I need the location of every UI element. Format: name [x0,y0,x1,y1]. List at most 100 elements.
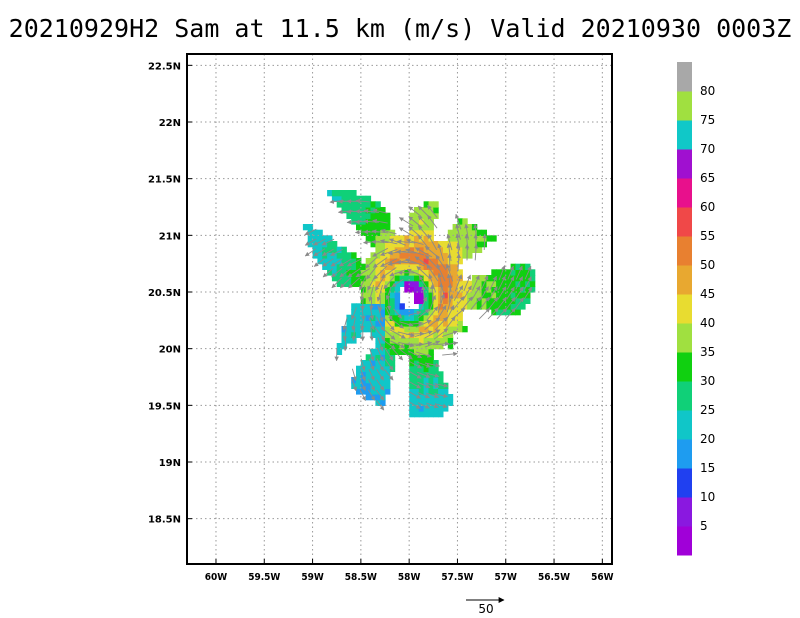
field-cell [491,303,497,310]
field-cell [428,399,434,406]
field-cell [360,195,367,202]
wind-vector [433,341,450,347]
wind-vector [380,239,398,245]
field-cell [476,303,483,310]
field-cell [341,275,347,282]
field-cell [409,212,415,219]
field-cell [414,280,420,287]
field-cell [428,269,434,276]
wind-vector [441,341,458,347]
wind-vector [405,331,425,337]
field-cell [428,377,434,384]
field-cell [302,224,309,231]
field-cell [438,343,444,350]
field-cell [486,286,492,293]
field-cell [375,246,381,253]
x-axis: 60W 59.5W 59W 58.5W 58W 57.5W 57W 56.5W 56W [205,559,614,583]
field-cell [346,326,352,333]
wind-vector [447,253,452,272]
field-cell [462,246,468,253]
field-cell [380,297,386,304]
wind-vector [437,243,444,262]
field-cell [341,195,347,202]
field-cell [496,269,502,276]
colorbar-label: 45 [700,287,715,301]
field-cell [356,303,362,310]
field-cell [447,246,454,253]
field-cell [380,269,386,276]
field-cell [394,309,401,316]
field-cell [351,207,357,214]
y-tick-label: 19.5N [148,401,181,412]
wind-vector [424,340,441,348]
field-cell [414,331,420,338]
wind-vector [346,258,362,267]
field-cell [452,241,458,248]
field-cell [418,218,425,225]
field-cell [404,241,410,248]
wind-vector [417,371,431,378]
wind-vector [399,321,414,327]
y-tick-label: 18.5N [148,515,181,526]
wind-vector [313,248,326,257]
field-cell [414,275,420,282]
field-cell [467,303,473,310]
wind-vector [408,216,422,228]
field-cell [317,252,323,259]
field-cell [428,263,434,270]
field-cell [443,252,449,259]
wind-vector [368,284,375,302]
field-cell [346,252,352,259]
field-cell [380,241,386,248]
field-cell [510,280,516,287]
field-cell [375,235,381,242]
field-cell [331,263,338,270]
field-cell [433,201,439,208]
field-cell [414,399,420,406]
field-cell [327,235,333,242]
field-cell [365,365,372,372]
wind-vector [489,275,497,290]
field-cell [351,190,357,197]
field-cell [409,371,415,378]
field-cell [336,275,343,282]
x-tick-label: 60W [205,572,228,583]
field-cell [327,246,333,253]
field-cell [346,207,352,214]
wind-vector [408,206,422,217]
field-cell [409,309,415,316]
field-cell [404,286,410,293]
wind-vector [347,268,361,278]
field-cell [394,286,401,293]
wind-vector [408,360,422,369]
field-cell [418,388,425,395]
field-cell [452,280,458,287]
field-cell [418,297,425,304]
field-cell [356,314,362,321]
field-cell [496,275,502,282]
field-cell [418,394,425,401]
field-cell [385,314,391,321]
field-cell [418,292,425,299]
field-cell [385,212,391,219]
field-cell [385,337,391,344]
field-cell [423,399,429,406]
wind-vector [428,294,437,312]
field-cell [360,280,367,287]
field-cell [360,309,367,316]
field-cell [380,377,386,384]
field-cell [356,388,362,395]
field-cell [351,303,357,310]
field-cell [428,405,434,412]
field-cell [438,371,444,378]
field-cell [351,382,357,389]
field-cell [409,382,415,389]
field-cell [317,235,323,242]
y-tick-label: 21N [159,231,181,242]
field-cell [505,292,512,299]
field-cell [370,235,376,242]
wind-vector [424,329,441,339]
colorbar-segment [677,294,692,324]
field-cell [370,314,376,321]
field-cell [394,326,401,333]
